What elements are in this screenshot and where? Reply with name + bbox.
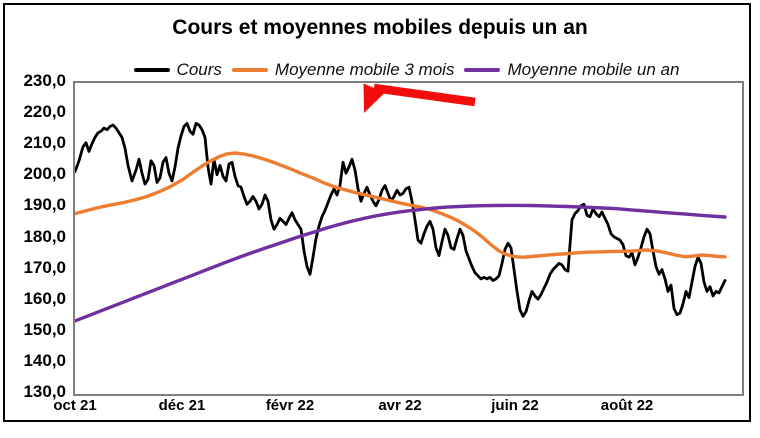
legend-item-cours: Cours bbox=[133, 60, 222, 80]
series-canvas bbox=[75, 83, 727, 323]
annotation-arrow-body bbox=[373, 83, 476, 107]
legend-label-moyenne-un-an: Moyenne mobile un an bbox=[507, 60, 680, 79]
legend: Cours Moyenne mobile 3 mois Moyenne mobi… bbox=[73, 58, 740, 82]
moyenne-un-an-line-swatch-icon bbox=[464, 68, 501, 72]
x-tick-label: juin 22 bbox=[491, 397, 539, 414]
y-tick-label: 180,0 bbox=[23, 226, 66, 246]
x-tick-label: oct 21 bbox=[53, 397, 97, 414]
y-tick-label: 150,0 bbox=[23, 319, 66, 339]
x-tick-label: déc 21 bbox=[158, 397, 206, 414]
y-tick-label: 130,0 bbox=[23, 382, 66, 401]
x-tick-label: avr 22 bbox=[378, 397, 422, 414]
legend-label-cours: Cours bbox=[176, 60, 222, 79]
plot-area bbox=[73, 81, 744, 396]
y-tick-label: 190,0 bbox=[23, 195, 66, 215]
series-line-moyenne-mobile-3-mois bbox=[75, 151, 727, 259]
y-tick-label: 140,0 bbox=[23, 350, 66, 370]
cours-line-swatch-icon bbox=[133, 68, 170, 72]
legend-item-moyenne-3-mois: Moyenne mobile 3 mois bbox=[231, 60, 455, 80]
legend-item-moyenne-un-an: Moyenne mobile un an bbox=[464, 60, 679, 80]
x-tick-label: août 22 bbox=[600, 397, 654, 414]
y-tick-label: 220,0 bbox=[23, 102, 66, 122]
legend-label-moyenne-3-mois: Moyenne mobile 3 mois bbox=[274, 60, 455, 79]
annotation-arrowhead-icon bbox=[363, 83, 385, 113]
chart-title: Cours et moyennes mobiles depuis un an bbox=[172, 16, 588, 39]
y-tick-label: 210,0 bbox=[23, 133, 66, 153]
series-line-cours bbox=[75, 122, 727, 318]
x-axis-labels: oct 21 déc 21 févr 22 avr 22 juin 22 août 22 bbox=[0, 397, 760, 417]
y-tick-label: 160,0 bbox=[23, 288, 66, 308]
moyenne-3-mois-line-swatch-icon bbox=[231, 68, 268, 72]
series-line-moyenne-mobile-un-an bbox=[75, 203, 727, 323]
y-tick-label: 170,0 bbox=[23, 257, 66, 277]
x-tick-label: févr 22 bbox=[265, 397, 315, 414]
y-tick-label: 230,0 bbox=[23, 71, 66, 90]
y-axis-labels: 230,0 220,0 210,0 200,0 190,0 180,0 170,0 160,0… bbox=[6, 0, 66, 438]
y-tick-label: 200,0 bbox=[23, 164, 66, 184]
